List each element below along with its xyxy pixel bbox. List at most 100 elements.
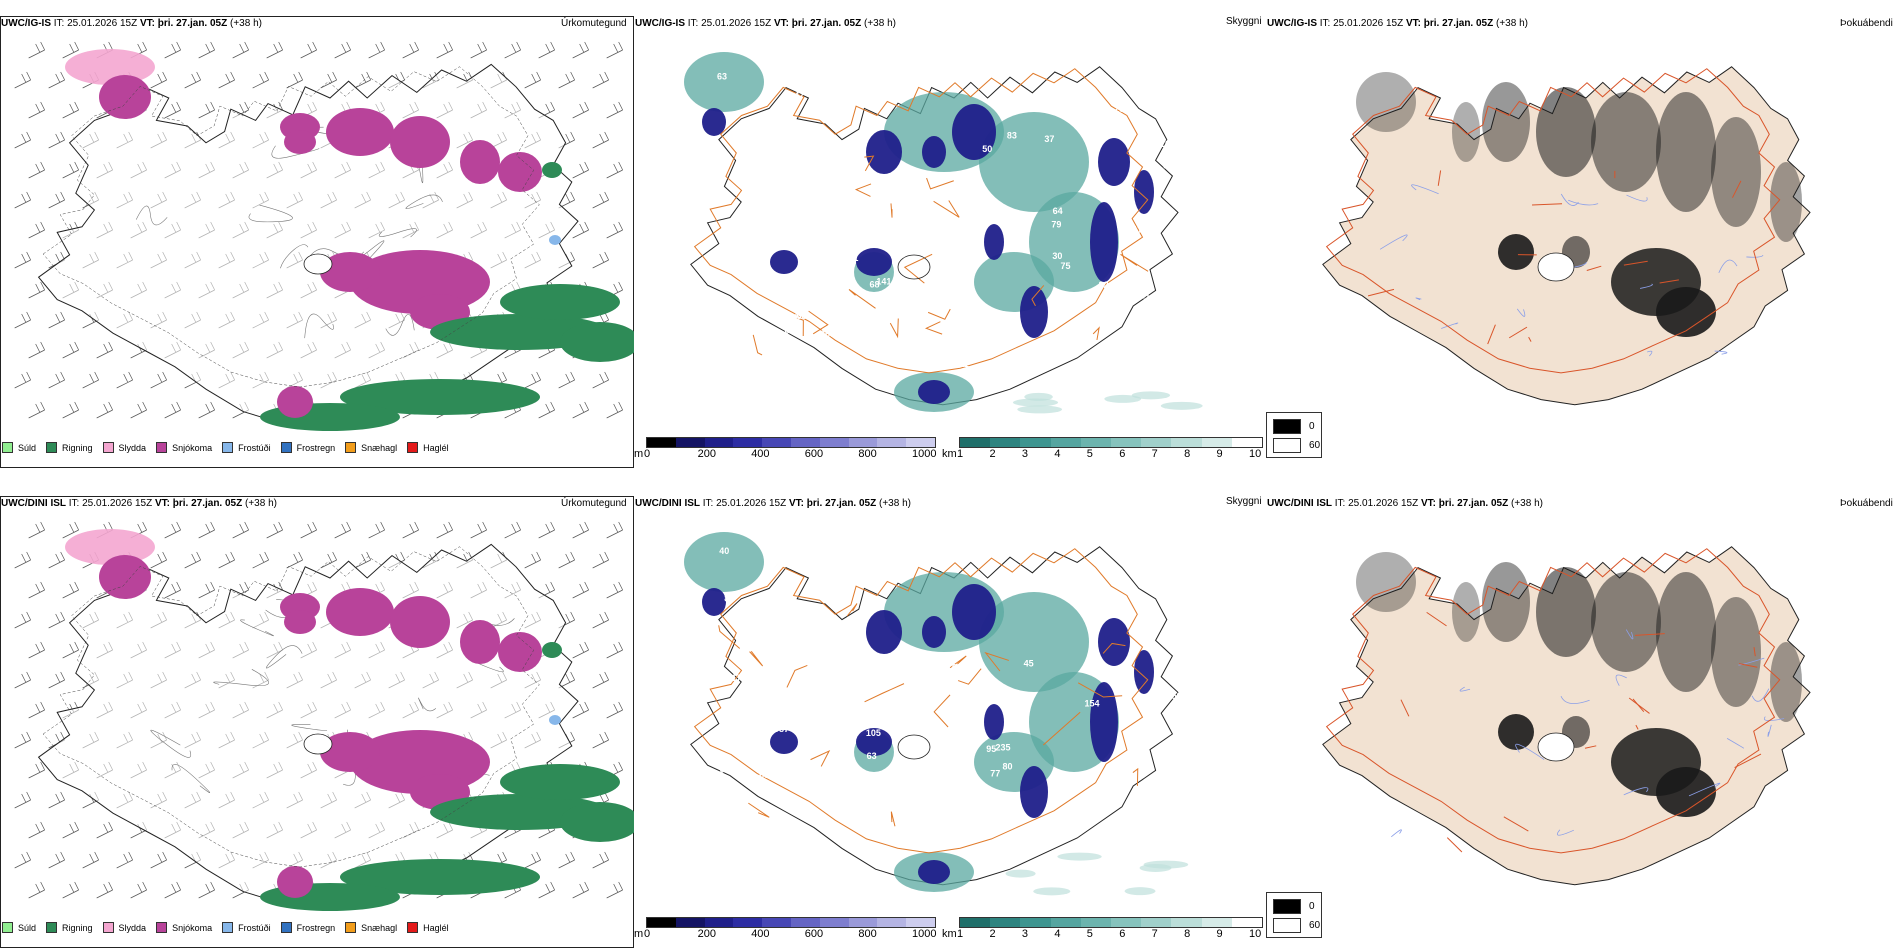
visibility-value-label: 196 — [955, 739, 970, 749]
visibility-value-label: 66 — [1163, 160, 1173, 170]
visibility-mid-zone — [684, 532, 764, 592]
visibility-value-label: 111 — [1133, 224, 1147, 234]
snow-area — [284, 610, 316, 634]
wind-barb — [232, 521, 249, 539]
fog-shade-blob — [1356, 552, 1416, 612]
visibility-value-label: 154 — [1085, 699, 1100, 709]
wind-barb — [164, 41, 181, 59]
legend-swatch — [102, 442, 114, 453]
contour-line — [266, 645, 303, 669]
road-segment — [1623, 260, 1648, 266]
road-segment — [864, 155, 875, 172]
wind-barb — [198, 521, 215, 539]
wind-barb — [28, 341, 45, 359]
model-name: UWC/DINI ISL — [1267, 498, 1332, 509]
wind-barb — [558, 851, 575, 869]
freezing-drizzle-area — [549, 715, 561, 725]
river-segment — [1515, 743, 1545, 760]
colorbar-swatch — [1231, 438, 1263, 447]
snow-area — [99, 75, 151, 119]
visibility-value-label: 64 — [911, 196, 921, 206]
river-segment — [1625, 629, 1634, 640]
colorbar-swatch — [848, 918, 878, 927]
road-segment — [854, 183, 872, 197]
legend-swatch — [280, 922, 292, 933]
legend-swatch — [222, 442, 234, 453]
wind-barb — [572, 41, 589, 59]
sea-fog-patch — [1124, 887, 1156, 896]
road-segment — [1531, 203, 1563, 206]
legend-label: Slydda — [118, 442, 147, 453]
precip-areas — [65, 49, 634, 431]
river-segment — [1459, 686, 1471, 692]
road-segment — [1367, 288, 1395, 297]
fog-shading — [1356, 72, 1802, 337]
lead-time: (+38 h) — [1511, 498, 1543, 509]
visibility-low — [702, 584, 1154, 884]
fog-shade-blob — [1482, 82, 1530, 162]
river-segment — [1411, 184, 1439, 195]
visibility-value-label: 105 — [888, 571, 903, 581]
wind-barb — [334, 521, 351, 539]
road-segment — [808, 310, 829, 335]
river-segment — [1639, 283, 1653, 289]
visibility-value-label: 87 — [1152, 69, 1162, 79]
visibility-low-zone — [770, 250, 798, 274]
road-network — [42, 66, 540, 388]
legend-swatch — [222, 922, 234, 933]
visibility-value-label: 45 — [1024, 659, 1034, 669]
fog-legend-label: 0 — [1309, 901, 1315, 912]
colorbar-swatch — [906, 918, 935, 927]
visibility-low-zone — [918, 860, 950, 884]
lead-time: (+38 h) — [864, 18, 896, 29]
visibility-value-label: 78 — [794, 307, 804, 317]
visibility-value-label: 86 — [1112, 846, 1122, 856]
visibility-low-zone — [856, 728, 892, 756]
wind-barb — [354, 551, 371, 569]
visibility-value-label: 45 — [800, 174, 810, 184]
snow-area — [498, 152, 542, 192]
wind-barb — [28, 701, 45, 719]
it-value: 25.01.2026 15Z — [1348, 498, 1419, 509]
lead-time: (+38 h) — [879, 498, 911, 509]
colorbar-swatch — [848, 438, 878, 447]
wind-barb — [48, 551, 65, 569]
legend-swatch — [46, 442, 58, 453]
wind-barb — [14, 671, 31, 689]
visibility-value-label: 92 — [1099, 280, 1109, 290]
visibility-value-label: 70 — [787, 828, 797, 838]
contour-line — [248, 204, 293, 223]
visibility-value-label: 77 — [990, 768, 1000, 778]
fog-shade-blob — [1356, 72, 1416, 132]
visibility-value-label: 63 — [796, 311, 806, 321]
rain-area — [560, 322, 634, 362]
colorbar-swatch — [1020, 918, 1051, 927]
visibility-low-zone — [984, 224, 1004, 260]
fog-shade-blob — [1591, 92, 1661, 192]
visibility-value-label: 123 — [1035, 833, 1050, 843]
contour-line — [280, 244, 309, 269]
wind-barb — [538, 521, 555, 539]
visibility-mid-zone — [684, 52, 764, 112]
legend-label: Súld — [18, 922, 37, 933]
legend-label: Slydda — [118, 922, 147, 933]
visibility-value-label: 73 — [798, 221, 808, 231]
colorbar-unit: km — [942, 928, 957, 940]
it-value: 25.01.2026 15Z — [1333, 18, 1404, 29]
colorbar-swatch — [1080, 438, 1112, 447]
wind-barb — [572, 101, 589, 119]
road-segment — [1584, 745, 1597, 749]
ring-road — [693, 548, 1149, 854]
colorbar-swatch — [647, 438, 676, 447]
wind-barb — [606, 641, 623, 659]
visibility-low-zone — [856, 248, 892, 276]
wind-barb — [28, 221, 45, 239]
visibility-value-label: 64 — [1053, 206, 1063, 216]
colorbar-swatch — [790, 438, 820, 447]
colorbar-swatch — [647, 918, 676, 927]
visibility-value-label: 365 — [1173, 801, 1188, 811]
visibility-panel-1: UWC/DINI ISL IT: 25.01.2026 15Z VT: þri.… — [634, 492, 1266, 948]
contour-line — [304, 313, 334, 339]
fog-shade-blob — [1711, 597, 1761, 707]
river-segment — [1767, 724, 1772, 737]
